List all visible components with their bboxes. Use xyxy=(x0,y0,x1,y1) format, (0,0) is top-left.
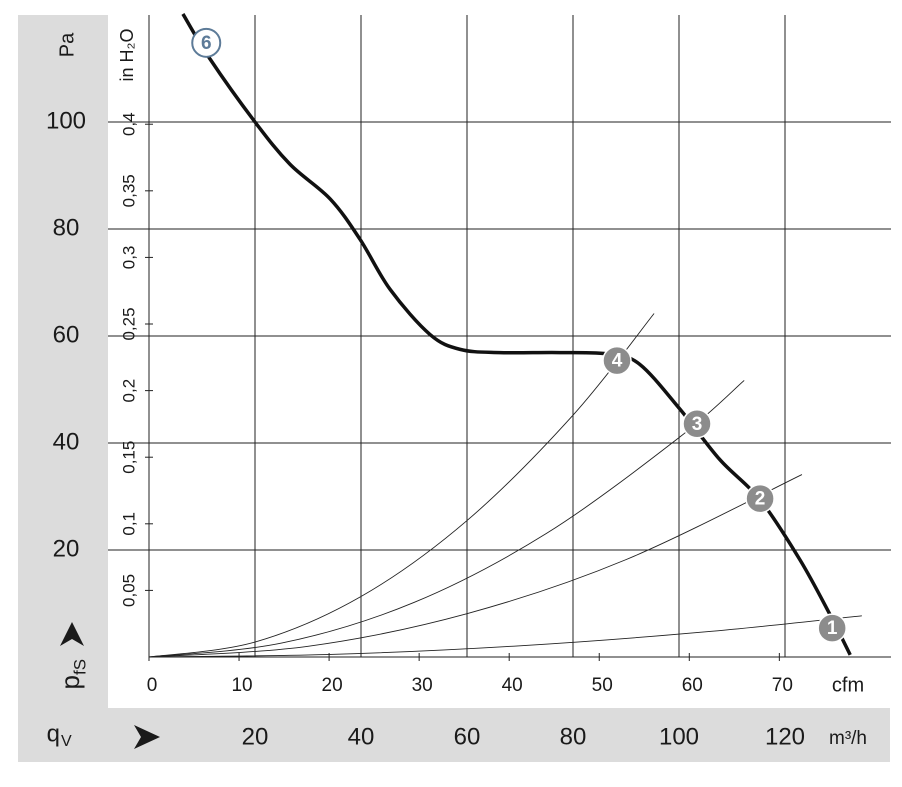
x2-tick-label: 60 xyxy=(682,675,703,696)
y-tick-label: 60 xyxy=(53,321,80,348)
x-tick-label: 100 xyxy=(659,723,699,750)
left-band xyxy=(18,15,108,762)
x2-tick-label: 40 xyxy=(502,675,523,696)
y2-tick-label: 0,1 xyxy=(119,512,138,536)
x2-tick-label: 30 xyxy=(412,675,433,696)
y2-tick-label: 0,35 xyxy=(119,174,138,207)
y2-label: in H₂O xyxy=(117,29,137,82)
y-tick-label: 100 xyxy=(46,107,86,134)
y2-tick-label: 0,4 xyxy=(119,112,138,136)
x-tick-label: 80 xyxy=(560,723,587,750)
point-label: 4 xyxy=(612,351,623,372)
x2-tick-label: 20 xyxy=(322,675,343,696)
y-tick-label: 40 xyxy=(53,428,80,455)
x-tick-label: 40 xyxy=(348,723,375,750)
operating-point xyxy=(745,483,775,514)
x2-tick-label: 50 xyxy=(592,675,613,696)
curve xyxy=(148,313,655,658)
x-symbol-main: q xyxy=(47,720,60,747)
y-symbol-main: p xyxy=(55,675,85,689)
y-tick-label: 20 xyxy=(53,535,80,562)
y2-tick-label: 0,05 xyxy=(119,574,138,607)
y2-tick-label: 0,3 xyxy=(119,246,138,270)
y-symbol-sub: fS xyxy=(70,659,89,675)
operating-point xyxy=(191,27,222,58)
x2-label: cfm xyxy=(832,674,864,696)
x-tick-label: 120 xyxy=(765,723,805,750)
x2-tick-label: 0 xyxy=(147,675,158,696)
x2-tick-label: 10 xyxy=(231,675,252,696)
y-symbol: p fS xyxy=(55,659,90,690)
curve xyxy=(148,615,862,658)
point-label: 6 xyxy=(201,33,212,54)
point-label: 2 xyxy=(755,489,766,510)
y-unit: Pa xyxy=(56,32,78,57)
point-label: 1 xyxy=(827,618,838,639)
plot-background xyxy=(108,15,890,708)
curve xyxy=(148,380,745,658)
x-arrow xyxy=(134,725,160,749)
curve xyxy=(148,474,803,658)
y2-tick-label: 0,2 xyxy=(119,379,138,403)
y-tick-label: 80 xyxy=(53,214,80,241)
y-arrow xyxy=(60,622,84,646)
point-label: 3 xyxy=(692,414,703,435)
bottom-band xyxy=(18,708,890,762)
x-tick-label: 60 xyxy=(454,723,481,750)
x2-tick-label: 70 xyxy=(772,675,793,696)
operating-point xyxy=(817,613,847,643)
y2-tick-label: 0,25 xyxy=(119,307,138,340)
x-tick-label: 20 xyxy=(242,723,269,750)
x-label: m³/h xyxy=(829,728,867,749)
operating-point xyxy=(682,408,712,439)
operating-point xyxy=(602,345,632,376)
y2-tick-label: 0,15 xyxy=(119,441,138,474)
x-symbol-sub: V xyxy=(61,733,72,750)
